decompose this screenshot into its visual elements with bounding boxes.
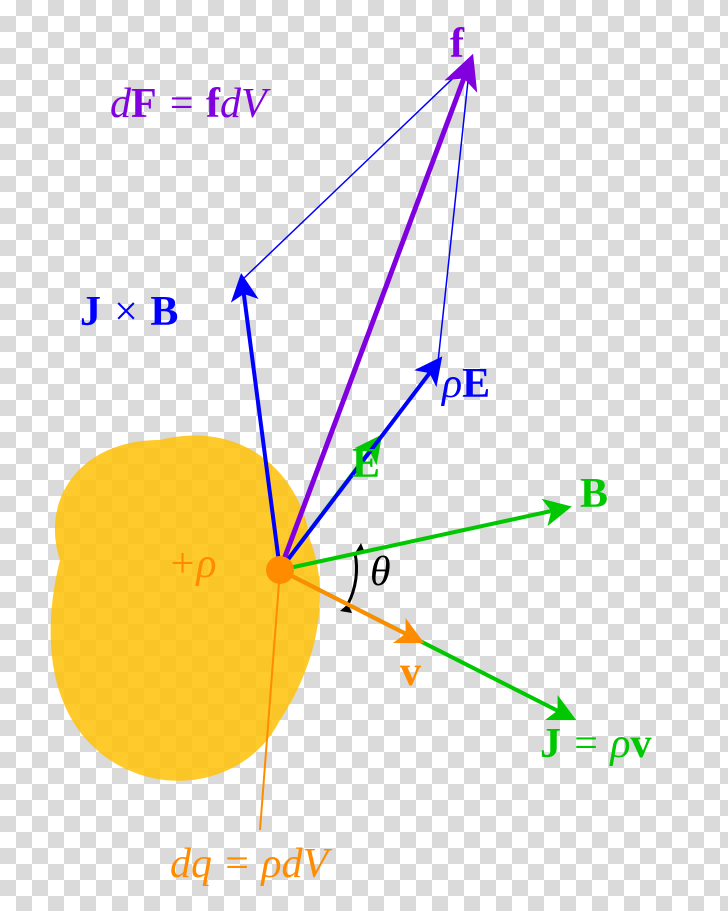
label-theta: θ xyxy=(370,548,391,596)
label-B: B xyxy=(580,470,608,518)
label-rhoE: ρE xyxy=(442,360,490,408)
label-title: dF = fdV xyxy=(110,80,267,128)
label-Jeq: J = ρv xyxy=(540,720,652,768)
label-f: f xyxy=(450,20,464,68)
label-rho: +ρ xyxy=(168,540,217,588)
label-E: E xyxy=(352,440,380,488)
charge-element-point xyxy=(266,556,294,584)
label-dq: dq = ρdV xyxy=(170,840,328,888)
charge-blob xyxy=(51,436,320,781)
angle-arc xyxy=(348,553,357,604)
label-JxB: J × B xyxy=(80,288,178,336)
vector-B xyxy=(280,508,565,570)
label-v: v xyxy=(400,648,421,696)
parallelogram-guide xyxy=(242,62,470,362)
vector-f xyxy=(280,62,470,570)
